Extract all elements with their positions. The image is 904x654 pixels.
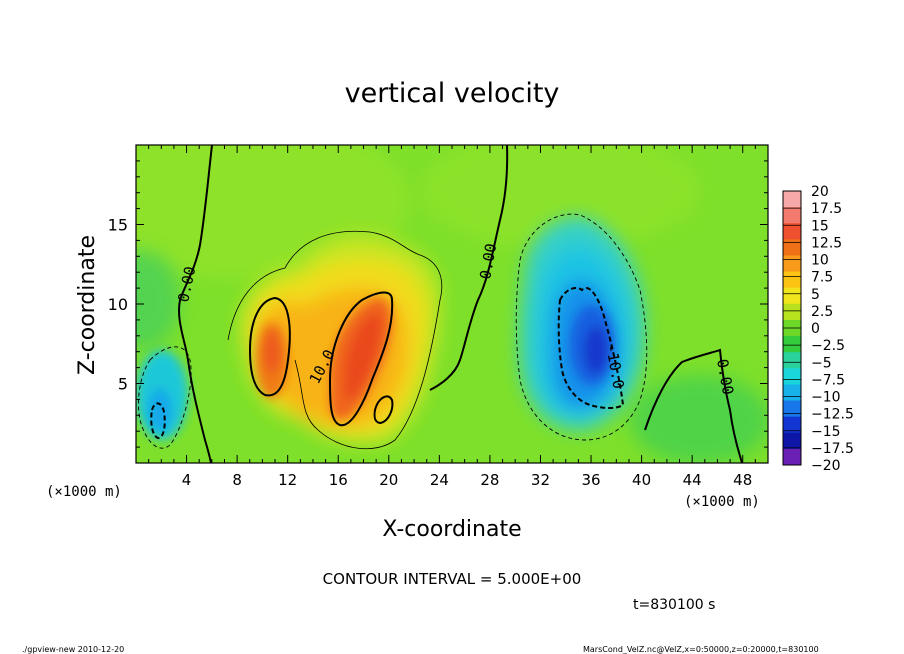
colorbar-segment (783, 239, 801, 256)
x-tick-label: 44 (683, 471, 702, 489)
footer-right: MarsCond_VelZ.nc@VelZ,x=0:50000,z=0:2000… (583, 645, 819, 654)
time-label: t=830100 s (633, 597, 715, 613)
plot-area: 0.00 0.00 10.0 -10.0 0.00 (136, 145, 768, 463)
colorbar-label: −5 (811, 355, 832, 371)
colorbar-label: −15 (811, 424, 841, 440)
colorbar-segment (783, 400, 801, 418)
colorbar-label: 7.5 (811, 270, 833, 286)
x-axis: 4 8 12 16 20 24 28 32 36 40 44 48 (148, 145, 756, 489)
x-axis-title: X-coordinate (382, 517, 521, 542)
x-tick-label: 16 (329, 471, 348, 489)
colorbar-segment (783, 271, 801, 289)
colorbar-segment (783, 223, 801, 240)
colorbar-segment (783, 352, 801, 369)
updraft-core-left (256, 322, 288, 398)
colorbar-segment (783, 207, 801, 224)
colorbar-label: −2.5 (811, 338, 845, 354)
x-tick-label: 24 (430, 471, 449, 489)
colorbar-segment (783, 303, 801, 321)
colorbar-label: 10 (811, 253, 829, 269)
colorbar-label: −10 (811, 390, 841, 406)
x-tick-label: 28 (480, 471, 499, 489)
colorbar-label: −7.5 (811, 372, 845, 388)
colorbar-label: 5 (811, 287, 820, 303)
x-unit-label-right: (×1000 m) (684, 494, 760, 510)
contour-label: 0.00 (476, 242, 500, 281)
colorbar-label: 17.5 (811, 201, 842, 217)
y-tick-label: 10 (108, 295, 128, 314)
footer-left: ./gpview-new 2010-12-20 (22, 645, 124, 654)
colorbar-segment (783, 191, 801, 208)
contour-interval-label: CONTOUR INTERVAL = 5.000E+00 (323, 570, 582, 588)
colorbar-segment (783, 368, 801, 385)
x-tick-label: 8 (232, 471, 242, 489)
colorbar-label: 2.5 (811, 304, 833, 320)
colorbar-segment (783, 336, 801, 353)
x-tick-label: 48 (733, 471, 752, 489)
y-axis: 5 10 15 (108, 160, 768, 448)
colorbar-segment (783, 255, 801, 273)
downdraft-core (570, 305, 614, 385)
x-tick-label: 12 (278, 471, 297, 489)
colorbar-label: 12.5 (811, 235, 842, 251)
colorbar-label: −12.5 (811, 407, 854, 423)
x-tick-label: 20 (379, 471, 398, 489)
updraft-core-main (329, 297, 392, 420)
downdraft-left (136, 350, 188, 440)
colorbar-label: −20 (811, 458, 841, 474)
contour-label: 0.00 (713, 358, 737, 397)
colorbar-segment (783, 384, 801, 402)
x-tick-label: 4 (182, 471, 192, 489)
y-tick-label: 15 (108, 216, 128, 235)
colorbar-segment (783, 448, 801, 466)
y-tick-label: 5 (118, 375, 128, 394)
colorbar-label: 20 (811, 184, 829, 200)
colorbar-segment (783, 287, 801, 305)
x-tick-label: 40 (632, 471, 651, 489)
colorbar-segment (783, 432, 801, 450)
chart-title: vertical velocity (345, 78, 560, 109)
colorbar-label: −17.5 (811, 441, 854, 457)
y-axis-title: Z-coordinate (75, 235, 100, 375)
x-tick-label: 32 (531, 471, 550, 489)
colorbar-segment (783, 416, 801, 434)
x-tick-label: 36 (581, 471, 600, 489)
colorbar-label: 15 (811, 218, 829, 234)
x-unit-label-left: (×1000 m) (46, 484, 122, 500)
contour-lines (138, 145, 743, 463)
colorbar-label: 0 (811, 321, 820, 337)
